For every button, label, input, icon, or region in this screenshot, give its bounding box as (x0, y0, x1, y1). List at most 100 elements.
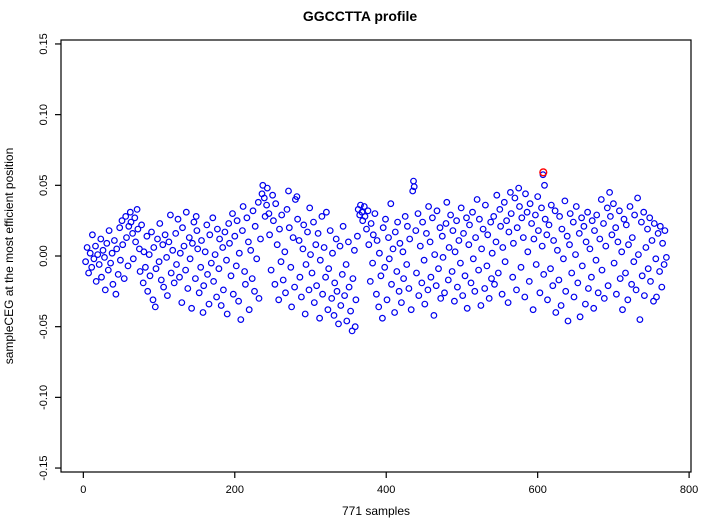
data-point (229, 290, 237, 298)
x-tick-label: 200 (226, 484, 244, 496)
data-point (371, 210, 379, 218)
data-point (418, 279, 426, 287)
data-point (105, 227, 113, 235)
y-tick-label: 0.10 (38, 104, 50, 125)
data-point (127, 218, 135, 226)
data-point (488, 249, 496, 257)
data-point (253, 255, 261, 263)
data-point (590, 304, 598, 312)
data-point (109, 280, 117, 288)
data-point (213, 293, 221, 301)
data-point (285, 187, 292, 195)
data-point (424, 286, 432, 294)
data-point (522, 190, 529, 198)
data-point (197, 263, 205, 271)
data-point (338, 271, 346, 278)
data-point (636, 316, 644, 324)
data-point (488, 275, 495, 283)
data-point (366, 278, 374, 285)
data-point (626, 203, 634, 210)
data-point (320, 244, 328, 251)
data-point (211, 251, 219, 259)
data-point (430, 312, 438, 319)
data-point (232, 262, 240, 270)
data-point (396, 239, 404, 247)
data-point (388, 280, 395, 288)
data-point (92, 242, 99, 250)
data-point (600, 220, 607, 227)
data-point (466, 221, 473, 229)
data-point (192, 212, 200, 220)
data-point (663, 253, 670, 261)
data-point (586, 245, 594, 253)
data-point (157, 276, 165, 284)
data-point (238, 227, 246, 235)
data-point (103, 239, 111, 247)
data-point (367, 220, 375, 227)
data-point (287, 263, 295, 271)
data-point (628, 234, 636, 242)
data-point (345, 283, 353, 291)
data-point (165, 238, 173, 246)
data-point (310, 218, 317, 226)
data-point (475, 266, 483, 274)
data-point (618, 248, 626, 256)
data-point (97, 235, 105, 243)
data-point (223, 310, 231, 318)
data-point (239, 203, 247, 210)
data-point (656, 222, 664, 230)
data-point (159, 241, 167, 249)
data-point (535, 227, 542, 235)
data-point (616, 275, 624, 283)
data-point (221, 228, 229, 236)
data-point (561, 197, 569, 205)
data-point (257, 235, 264, 243)
data-point (150, 244, 158, 251)
data-point (416, 242, 424, 250)
data-point (648, 237, 656, 244)
data-point (235, 249, 243, 257)
data-point (376, 249, 383, 257)
data-point (431, 251, 439, 259)
data-point (544, 296, 551, 304)
data-point (478, 245, 486, 253)
data-point (188, 304, 196, 312)
data-point (307, 251, 314, 259)
y-tick-label: -0.15 (38, 456, 50, 481)
data-point (415, 292, 423, 300)
plot-border (60, 39, 692, 473)
data-point (591, 227, 598, 235)
data-point (152, 265, 160, 273)
data-point (285, 224, 293, 232)
data-point (545, 221, 553, 229)
data-point (247, 246, 255, 254)
data-point (255, 295, 263, 302)
data-point (213, 225, 221, 233)
data-point (205, 300, 213, 308)
data-point (243, 214, 251, 222)
data-point (169, 246, 177, 254)
data-point (323, 208, 330, 216)
data-point (652, 255, 660, 263)
data-point (316, 256, 324, 264)
x-tick-label: 400 (377, 484, 395, 496)
data-point (316, 314, 324, 322)
data-point (608, 231, 616, 239)
data-point (638, 272, 646, 280)
data-point (123, 234, 130, 242)
data-point (436, 224, 444, 232)
data-point (465, 241, 473, 249)
data-point (276, 225, 283, 233)
data-point (219, 286, 227, 294)
data-point (373, 237, 381, 244)
data-point (515, 184, 523, 192)
data-point (580, 222, 588, 230)
data-point (642, 244, 650, 251)
data-point (585, 285, 592, 292)
data-point (251, 222, 259, 230)
data-point (641, 292, 648, 300)
data-point (254, 198, 262, 206)
data-point (425, 203, 433, 210)
data-point (116, 224, 124, 232)
